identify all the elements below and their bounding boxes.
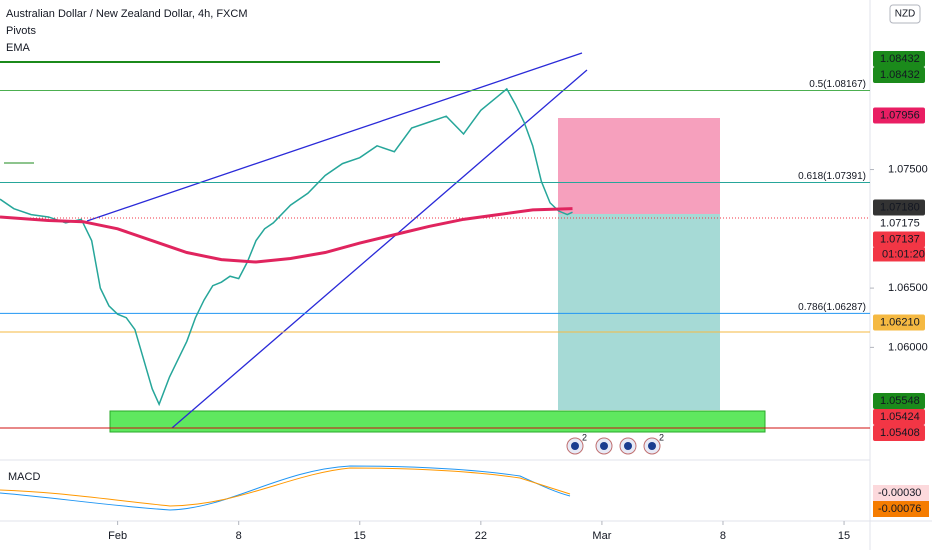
price-label-bg bbox=[873, 107, 925, 124]
y-tick-label: 1.06500 bbox=[888, 282, 928, 294]
macd-label-bg bbox=[873, 501, 929, 517]
countdown: 01:01:20 bbox=[882, 248, 925, 260]
macd-line bbox=[0, 465, 571, 511]
currency[interactable]: NZD bbox=[895, 9, 916, 20]
macd-label-bg bbox=[873, 485, 929, 501]
target-zone bbox=[558, 214, 720, 410]
x-tick-label: 8 bbox=[236, 530, 242, 542]
price-label-bg bbox=[873, 424, 925, 441]
event-count: 2 bbox=[582, 432, 587, 442]
event-icon-core bbox=[624, 442, 632, 450]
y-tick-label: 1.07500 bbox=[888, 163, 928, 175]
currency-button[interactable] bbox=[889, 4, 921, 24]
x-tick-label: Feb bbox=[108, 530, 127, 542]
symbol-title: Australian Dollar / New Zealand Dollar, … bbox=[6, 8, 247, 20]
price-label-bg bbox=[873, 67, 925, 84]
indicator: Pivots bbox=[6, 25, 36, 37]
price-line bbox=[0, 87, 573, 407]
x-tick-label: 15 bbox=[838, 530, 850, 542]
event-count: 2 bbox=[659, 432, 664, 442]
price-label: 1.07956 bbox=[880, 109, 920, 121]
macd-title: MACD bbox=[8, 471, 40, 483]
price-label: 1.05424 bbox=[880, 411, 920, 423]
indicator: EMA bbox=[6, 42, 31, 54]
trendline bbox=[171, 69, 588, 429]
price-label-bg bbox=[873, 199, 925, 216]
x-tick-label: 8 bbox=[720, 530, 726, 542]
macd-label: -0.00030 bbox=[878, 487, 921, 499]
countdown-bg bbox=[873, 247, 925, 262]
price-label: 1.07180 bbox=[880, 201, 920, 213]
fib-label: 0.786(1.06287) bbox=[798, 302, 866, 313]
price-label-bg bbox=[873, 215, 925, 232]
event-icon-core bbox=[648, 442, 656, 450]
price-label: 1.07137 bbox=[880, 233, 920, 245]
ema-line bbox=[0, 207, 573, 264]
price-label: 1.08432 bbox=[880, 69, 920, 81]
event-icon-core bbox=[600, 442, 608, 450]
fib-label: 0.618(1.07391) bbox=[798, 171, 866, 182]
stop-zone bbox=[558, 118, 720, 214]
x-tick-label: Mar bbox=[592, 530, 611, 542]
support-zone bbox=[109, 410, 766, 433]
price-label: 1.07175 bbox=[880, 217, 920, 229]
trendline bbox=[86, 52, 583, 222]
price-label-bg bbox=[873, 408, 925, 425]
x-tick-label: 22 bbox=[475, 530, 487, 542]
price-label: 1.05548 bbox=[880, 395, 920, 407]
price-label: 1.08432 bbox=[880, 53, 920, 65]
fib-label: 0.5(1.08167) bbox=[809, 79, 866, 90]
price-label-bg bbox=[873, 51, 925, 68]
event-icon-core bbox=[571, 442, 579, 450]
price-label-bg bbox=[873, 314, 925, 331]
macd-label: -0.00076 bbox=[878, 503, 921, 515]
price-label: 1.06210 bbox=[880, 316, 920, 328]
price-label-bg bbox=[873, 392, 925, 409]
x-tick-label: 15 bbox=[354, 530, 366, 542]
y-tick-label: 1.06000 bbox=[888, 341, 928, 353]
signal-line bbox=[0, 467, 571, 507]
price-label: 1.05408 bbox=[880, 427, 920, 439]
price-label-bg bbox=[873, 231, 925, 248]
